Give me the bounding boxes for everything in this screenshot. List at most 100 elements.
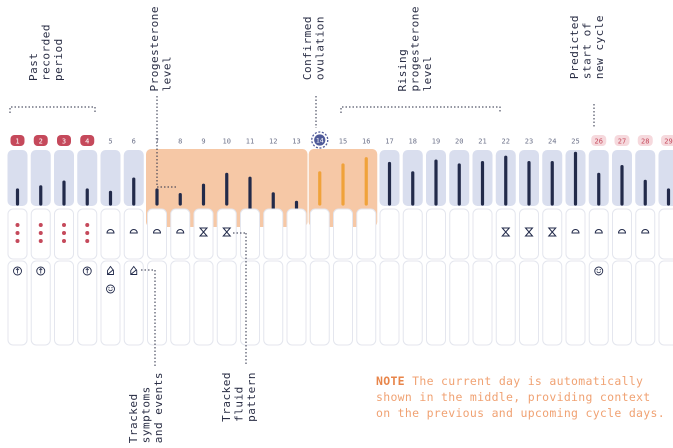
day-column-24: 24 — [542, 138, 563, 346]
symptom-card — [565, 260, 586, 346]
note-text: The current day is automatically shown i… — [376, 374, 665, 420]
day-column-4: 4 — [77, 135, 98, 346]
fluid-dot — [85, 223, 90, 227]
day-number: 28 — [641, 138, 649, 146]
day-column-29: 29 — [658, 135, 673, 346]
fluid-dot — [15, 231, 20, 235]
fluid-card — [216, 208, 237, 260]
fluid-card — [147, 208, 167, 260]
day-number: 15 — [339, 138, 347, 146]
fluid-card — [542, 208, 563, 260]
day-column-15: 15 — [333, 138, 353, 346]
pill-icon — [130, 265, 138, 275]
fluid-half-icon — [106, 229, 115, 234]
note: NOTE The current day is automatically sh… — [376, 373, 672, 421]
level-card — [635, 150, 656, 206]
symptom-card — [379, 260, 400, 346]
spark-icon-detail — [85, 267, 90, 274]
symptom-card — [495, 260, 516, 346]
smile-eye — [596, 269, 598, 271]
fluid-card — [565, 208, 586, 260]
day-number: 14 — [316, 137, 324, 145]
day-number: 11 — [246, 138, 254, 146]
symptom-card — [147, 260, 167, 346]
fluid-dot — [62, 239, 66, 243]
fluid-half-icon — [129, 229, 138, 234]
symptom-card — [333, 260, 353, 346]
day-column-5: 5 — [100, 138, 121, 346]
fluid-card — [333, 208, 353, 260]
day-number: 29 — [664, 138, 672, 146]
fluid-half-icon — [617, 229, 627, 234]
symptom-card — [77, 260, 98, 346]
period-badge — [57, 135, 71, 146]
fluid-card — [402, 208, 423, 260]
label-past-period: Past recorded period — [27, 24, 65, 81]
smile-eye — [108, 287, 110, 289]
day-column-18: 18 — [402, 138, 423, 346]
predicted-badge — [614, 135, 630, 146]
day-column-25: 25 — [565, 138, 586, 346]
day-column-10: 10 — [216, 138, 237, 346]
day-number: 1 — [15, 138, 19, 146]
symptom-card — [30, 260, 51, 346]
day-number: 20 — [455, 138, 463, 146]
symptom-card — [286, 260, 307, 346]
smile-eye — [599, 269, 601, 271]
fluid-half-icon — [152, 229, 162, 234]
day-number: 4 — [85, 138, 89, 146]
fluid-dot — [15, 239, 20, 243]
fluid-card — [635, 208, 656, 260]
day-column-26: 26 — [588, 135, 609, 346]
fluid-card — [309, 208, 330, 260]
day-column-22: 22 — [495, 138, 516, 346]
symptom-card — [240, 260, 260, 346]
day-number: 23 — [525, 138, 533, 146]
fluid-half-icon — [594, 229, 603, 234]
fluid-card — [123, 208, 144, 260]
day-column-27: 27 — [612, 135, 632, 346]
day-number: 6 — [132, 138, 136, 146]
fluid-hourglass-icon — [501, 227, 511, 237]
fluid-hourglass-icon — [198, 227, 209, 237]
fluid-dot — [62, 223, 66, 227]
pill-icon — [107, 265, 114, 275]
symptom-card — [193, 260, 214, 346]
day-column-17: 17 — [379, 138, 400, 346]
spark-icon — [13, 266, 22, 276]
fluid-hourglass-icon — [222, 227, 232, 237]
period-badge — [80, 135, 95, 146]
symptom-card — [542, 260, 563, 346]
day-column-6: 6 — [123, 138, 144, 346]
fluid-card — [263, 208, 284, 260]
level-card — [30, 150, 51, 206]
smile-icon — [106, 284, 115, 294]
fluid-card — [658, 208, 673, 260]
level-card — [54, 150, 74, 206]
day-column-1: 1 — [7, 135, 28, 346]
day-number: 13 — [292, 138, 300, 146]
fluid-card — [170, 208, 191, 260]
fluid-card — [193, 208, 214, 260]
day-number: 10 — [223, 138, 231, 146]
fluid-half-icon — [176, 229, 185, 234]
fluid-card — [449, 208, 470, 260]
symptom-card — [402, 260, 423, 346]
fluid-card — [426, 208, 446, 260]
fluid-dot — [15, 223, 20, 227]
fluid-half-icon — [571, 229, 580, 234]
symptom-card — [635, 260, 656, 346]
fluid-card — [472, 208, 493, 260]
day-column-13: 13 — [286, 138, 307, 346]
fluid-card — [612, 208, 632, 260]
fluid-dot — [38, 231, 43, 235]
day-number: 8 — [178, 138, 182, 146]
day-column-11: 11 — [240, 138, 260, 346]
day-column-8: 8 — [170, 138, 191, 346]
label-confirmed-ovulation: Confirmed ovulation — [301, 16, 327, 81]
fluid-dot — [38, 239, 43, 243]
fluid-dot — [85, 239, 90, 243]
symptom-card — [612, 260, 632, 346]
fluid-dot — [85, 231, 90, 235]
level-card — [100, 150, 121, 206]
